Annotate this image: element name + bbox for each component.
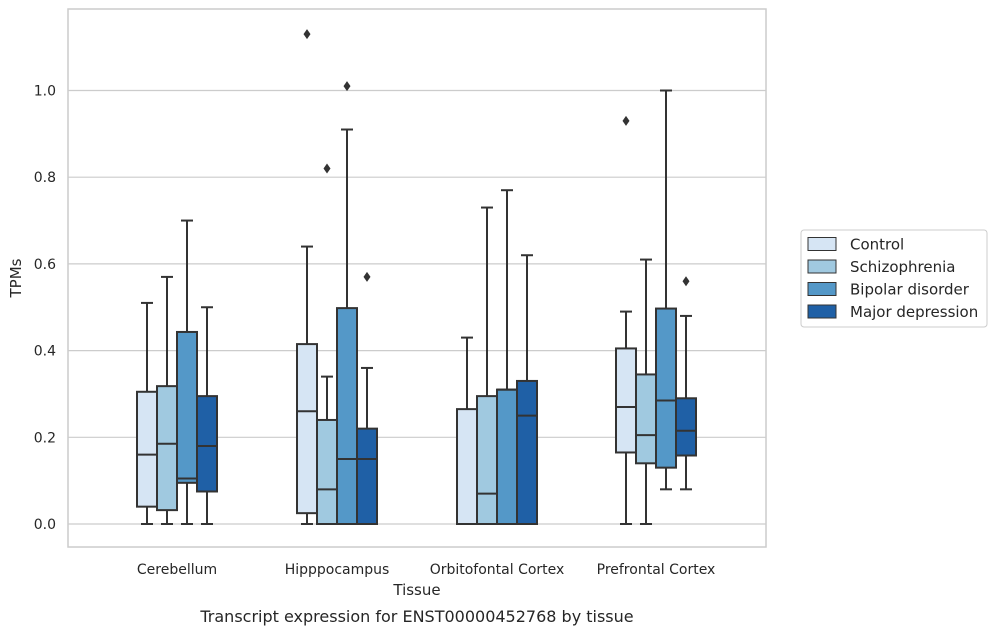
legend-label: Control xyxy=(850,236,904,254)
box-iqr xyxy=(296,343,318,515)
box-iqr xyxy=(156,385,178,512)
x-tick-label: Hipppocampus xyxy=(285,562,390,578)
legend-swatch xyxy=(807,237,837,251)
plot-frame xyxy=(67,8,767,548)
x-axis-ticks: Cerebellum Hipppocampus Orbitofontal Corte… xyxy=(137,562,715,578)
legend: Control Schizophrenia Bipolar disorder Majo… xyxy=(800,229,988,328)
box-iqr xyxy=(456,408,478,525)
x-tick-label: Prefrontal Cortex xyxy=(597,562,716,578)
box-iqr xyxy=(635,373,657,465)
box-plots xyxy=(136,29,697,526)
legend-swatch xyxy=(807,259,837,274)
box-iqr xyxy=(516,379,538,525)
box-iqr xyxy=(336,307,358,525)
y-axis-ticks: 0.0 0.2 0.4 0.6 0.8 1.0 xyxy=(34,84,56,534)
x-axis-label: Tissue xyxy=(392,581,440,599)
box-control xyxy=(136,301,158,525)
box-schizophrenia xyxy=(476,206,498,525)
legend-swatch xyxy=(807,282,837,296)
legend-label: Bipolar disorder xyxy=(850,281,970,299)
legend-frame xyxy=(800,229,988,328)
box-major-depression xyxy=(356,271,378,526)
y-tick-label: 0.4 xyxy=(34,344,56,360)
y-tick-label: 0.8 xyxy=(34,170,56,186)
chart-caption: Transcript expression for ENST0000045276… xyxy=(199,607,633,626)
y-tick-label: 1.0 xyxy=(34,84,56,100)
box-schizophrenia xyxy=(316,163,338,525)
legend-swatch xyxy=(807,304,837,319)
outlier-marker xyxy=(682,276,690,287)
box-iqr xyxy=(176,330,198,484)
outlier-marker xyxy=(323,163,331,174)
box-control xyxy=(615,115,637,525)
outlier-marker xyxy=(303,29,311,40)
box-major-depression xyxy=(675,276,697,491)
outlier-marker xyxy=(622,115,630,126)
box-schizophrenia xyxy=(635,258,657,525)
y-tick-label: 0.2 xyxy=(34,430,56,446)
box-iqr xyxy=(615,347,637,454)
legend-label: Schizophrenia xyxy=(850,258,955,276)
x-tick-label: Cerebellum xyxy=(137,562,217,578)
box-iqr xyxy=(496,388,518,525)
y-tick-label: 0.0 xyxy=(34,517,56,533)
box-iqr xyxy=(316,418,338,525)
y-tick-label: 0.6 xyxy=(34,257,56,273)
box-bipolar-disorder xyxy=(496,189,518,525)
box-bipolar-disorder xyxy=(336,81,358,525)
box-iqr xyxy=(356,427,378,526)
outlier-marker xyxy=(363,271,371,282)
box-major-depression xyxy=(196,306,218,525)
box-iqr xyxy=(476,395,498,525)
box-major-depression xyxy=(516,254,538,525)
box-iqr xyxy=(196,395,218,493)
box-iqr xyxy=(136,390,158,508)
box-iqr xyxy=(655,307,677,469)
box-iqr xyxy=(675,397,697,457)
box-control xyxy=(456,336,478,525)
y-axis-label: TPMs xyxy=(7,258,25,298)
box-bipolar-disorder xyxy=(655,89,677,491)
outlier-marker xyxy=(343,81,351,92)
legend-label: Major depression xyxy=(850,303,978,321)
x-tick-label: Orbitofontal Cortex xyxy=(430,562,565,578)
